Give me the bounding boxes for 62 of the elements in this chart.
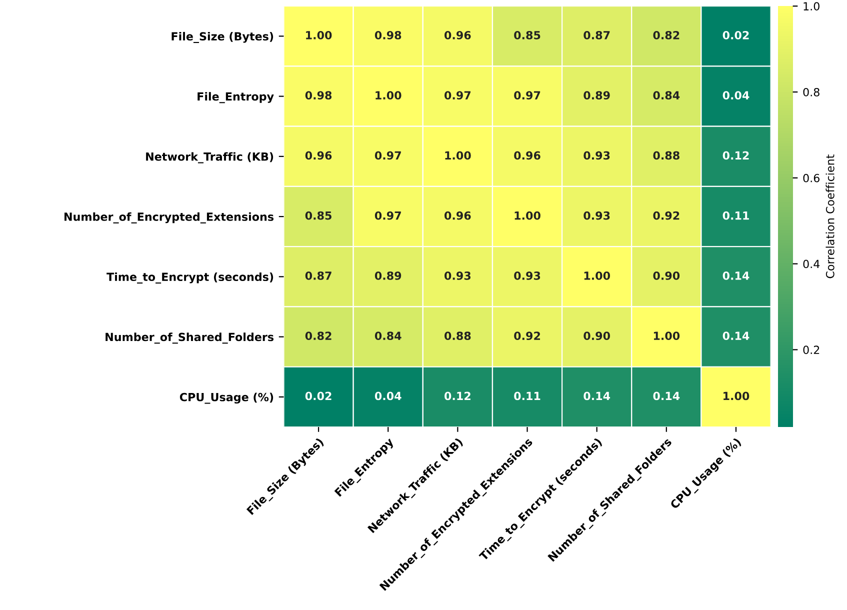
data-label: 0.90 (653, 272, 680, 280)
y-tick-label: Number_of_Encrypted_Extensions (64, 212, 274, 224)
data-label: 0.92 (653, 211, 680, 220)
data-label: 0.93 (584, 151, 610, 160)
data-label: 0.82 (653, 30, 680, 40)
data-label: 0.97 (444, 91, 471, 100)
data-label: 0.89 (374, 272, 402, 280)
data-label: 0.04 (722, 91, 750, 100)
data-label: 0.82 (305, 332, 332, 340)
data-label: 0.93 (584, 211, 610, 220)
data-label: 0.04 (374, 392, 402, 400)
data-label: 0.14 (722, 272, 750, 280)
data-label: 0.96 (305, 151, 332, 160)
data-label: 0.98 (305, 91, 332, 100)
data-label: 0.88 (444, 332, 471, 340)
y-tick-label: Network_Traffic (KB) (146, 152, 274, 164)
data-label: 0.89 (584, 91, 610, 100)
data-label: 0.14 (722, 332, 750, 340)
data-label: 0.93 (444, 272, 471, 280)
data-label: 0.87 (584, 30, 610, 40)
data-label: 0.12 (444, 392, 470, 400)
data-label: 0.93 (514, 272, 540, 280)
data-label: 0.96 (514, 151, 540, 160)
y-tick-label: Number_of_Shared_Folders (106, 332, 274, 344)
data-label: 0.97 (374, 211, 401, 220)
data-label: 0.85 (514, 30, 540, 40)
data-label: 0.92 (514, 332, 540, 340)
data-label: 1.00 (376, 91, 402, 100)
color-bar-label: 0.8 (803, 88, 820, 96)
y-tick-label: CPU_Usage (%) (180, 392, 274, 404)
color-bar-label: 0.2 (803, 346, 820, 354)
color-bar-label: 0.6 (803, 174, 820, 182)
data-label: 0.96 (444, 211, 471, 220)
data-label: 0.84 (653, 91, 680, 100)
data-label: 0.14 (653, 392, 680, 400)
data-label: 0.96 (444, 30, 471, 40)
data-label: 0.98 (374, 30, 402, 40)
y-tick-label: File_Size (Bytes) (172, 32, 274, 44)
data-label: 0.02 (305, 392, 332, 400)
color-bar-title: Correlation Coefficient (826, 154, 834, 278)
color-bar-label: 1.0 (804, 2, 820, 10)
data-label: 0.12 (722, 151, 749, 160)
data-label: 1.00 (445, 151, 471, 160)
data-label: 0.90 (584, 332, 610, 340)
data-label: 0.87 (305, 272, 332, 280)
data-label: 1.00 (514, 211, 540, 220)
data-label: 0.84 (374, 332, 402, 340)
data-label: 0.14 (584, 392, 610, 400)
data-label: 0.85 (305, 211, 332, 220)
color-bar-label: 0.4 (803, 260, 820, 268)
data-label: 1.00 (654, 332, 680, 340)
data-label: 0.88 (653, 151, 680, 160)
y-tick-label: File_Entropy (198, 92, 274, 104)
data-label: 0.11 (722, 211, 749, 220)
data-label: 0.97 (374, 151, 401, 160)
data-label: 1.00 (306, 30, 332, 40)
data-label: 1.00 (724, 392, 750, 400)
data-label: 0.97 (514, 91, 540, 100)
y-tick-label: Time_to_Encrypt (seconds) (106, 272, 274, 284)
data-label: 0.02 (722, 30, 749, 40)
data-label: 0.11 (514, 392, 540, 400)
data-label: 1.00 (584, 272, 610, 280)
